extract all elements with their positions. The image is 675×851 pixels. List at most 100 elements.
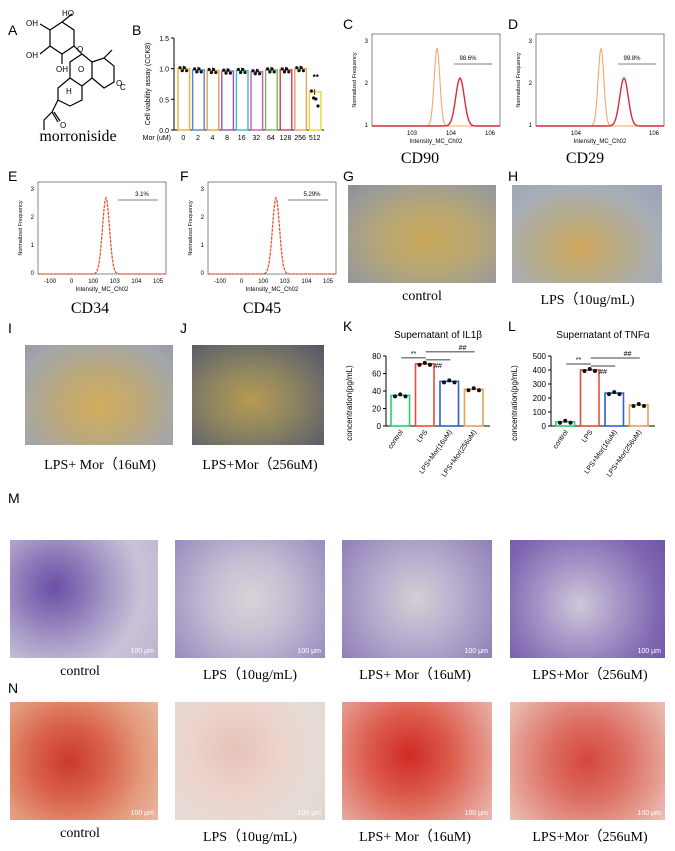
- bar: [579, 369, 600, 427]
- x-tick-label: 100: [88, 279, 99, 285]
- data-point: [301, 69, 305, 73]
- y-tick-label: 0.0: [159, 128, 169, 135]
- x-tick-label: LPS: [416, 429, 430, 444]
- data-point: [309, 89, 313, 93]
- significance-label: ##: [599, 369, 607, 376]
- y-tick-label: 2: [31, 215, 35, 221]
- panel-label-h: H: [508, 168, 519, 184]
- caption-g: control: [402, 289, 442, 304]
- data-point: [258, 72, 262, 76]
- caption-h: LPS（10ug/mL): [540, 293, 635, 308]
- scale-bar: 100 μm: [130, 810, 155, 817]
- caption-m-lps: LPS（10ug/mL): [202, 668, 298, 683]
- x-tick-label: 128: [280, 135, 292, 142]
- structure-o-label-2: O: [78, 65, 84, 74]
- x-tick-label: 16: [238, 135, 246, 142]
- data-point: [251, 69, 255, 73]
- structure-oh-label-1: OH: [26, 19, 38, 28]
- y-tick-label: 40: [372, 387, 381, 396]
- panel-label-c: C: [343, 16, 354, 32]
- bar: [177, 67, 191, 131]
- significance-label: ##: [624, 351, 632, 358]
- data-point: [214, 70, 218, 75]
- micrograph-n-lps-mor256: 100 μm: [510, 702, 665, 820]
- data-point: [428, 362, 432, 367]
- bar: [604, 392, 625, 427]
- data-point: [272, 70, 276, 74]
- y-tick-label: 1: [31, 243, 35, 249]
- x-tick-label: control: [552, 429, 570, 451]
- plot-frame: [207, 181, 337, 275]
- data-point: [280, 67, 284, 71]
- y-tick-label: 3: [529, 39, 533, 45]
- panel-label-f: F: [180, 168, 189, 184]
- data-point: [642, 404, 646, 408]
- data-point: [295, 66, 299, 70]
- y-axis-label: concentration(pg/mL): [510, 365, 519, 441]
- data-point: [316, 104, 320, 108]
- scale-bar: 100 μm: [637, 648, 662, 655]
- caption-m-lps-mor16: LPS+ Mor（16uM): [359, 668, 471, 683]
- data-point: [222, 68, 226, 72]
- data-point: [195, 70, 199, 74]
- caption-n-lps: LPS（10ug/mL): [202, 830, 298, 845]
- y-tick-label: 3: [365, 39, 369, 45]
- caption-j: LPS+Mor（256uM): [202, 458, 318, 473]
- y-tick-label: 200: [533, 394, 547, 403]
- data-point: [197, 67, 201, 71]
- data-point: [563, 418, 568, 423]
- data-point: [207, 67, 211, 72]
- panel-label-a: A: [8, 22, 18, 38]
- data-point: [403, 394, 408, 399]
- bar: [206, 69, 220, 131]
- data-point: [314, 97, 318, 101]
- data-point: [471, 386, 476, 391]
- x-tick-label: 0: [240, 279, 244, 285]
- bar: [294, 67, 308, 131]
- y-tick-label: 1: [529, 123, 533, 129]
- micrograph-m-lps-mor256: 100 μm: [510, 540, 665, 658]
- bar: [264, 69, 278, 131]
- y-axis-label: Normalized Frequency: [188, 200, 194, 256]
- data-point: [268, 70, 272, 74]
- data-point: [266, 67, 270, 71]
- data-point: [612, 390, 617, 395]
- marker-curve: [372, 76, 500, 127]
- y-tick-label: 0: [377, 422, 382, 431]
- plot-frame: [37, 181, 167, 275]
- micrograph-n-lps: 100 μm: [175, 702, 325, 820]
- micrograph-m-lps-mor16: 100 μm: [342, 540, 492, 658]
- x-tick-label: 104: [446, 131, 457, 137]
- data-point: [477, 388, 481, 393]
- y-tick-label: 1: [201, 243, 205, 249]
- bar: [279, 69, 293, 131]
- data-point: [239, 70, 243, 75]
- bar: [390, 394, 411, 427]
- y-tick-label: 2: [201, 215, 205, 221]
- panel-label-g: G: [343, 168, 354, 184]
- x-tick-label: 100: [258, 279, 269, 285]
- y-tick-label: 100: [533, 408, 547, 417]
- x-axis-label: Intensity_MC_Ch02: [76, 287, 129, 293]
- percent-label: 98.6%: [459, 56, 477, 62]
- panel-label-l: L: [508, 318, 516, 334]
- isotype-curve: [372, 47, 500, 127]
- significance-mark: **: [313, 73, 320, 82]
- panel-label-k: K: [343, 318, 353, 334]
- bar: [235, 69, 249, 131]
- bar: [628, 404, 649, 427]
- x-tick-label: 2: [196, 135, 200, 142]
- x-axis-label: Intensity_MC_Ch02: [410, 139, 463, 145]
- structure-name: morroniside: [39, 128, 117, 145]
- bar: [414, 363, 435, 427]
- chart-title: Supernatant of TNFα: [556, 330, 650, 341]
- structure-c-label: C: [120, 83, 126, 92]
- y-axis-label: concentration(pg/mL): [345, 365, 354, 441]
- micrograph-h-lps: [512, 185, 662, 283]
- morroniside-structure: HO OH OH OH O O H O C O: [26, 9, 126, 130]
- x-tick-label: LPS: [581, 429, 595, 444]
- percent-label: 3.1%: [135, 192, 149, 198]
- panel-label-b: B: [132, 22, 142, 38]
- significance-label: **: [411, 351, 417, 358]
- y-tick-label: 0: [31, 271, 35, 277]
